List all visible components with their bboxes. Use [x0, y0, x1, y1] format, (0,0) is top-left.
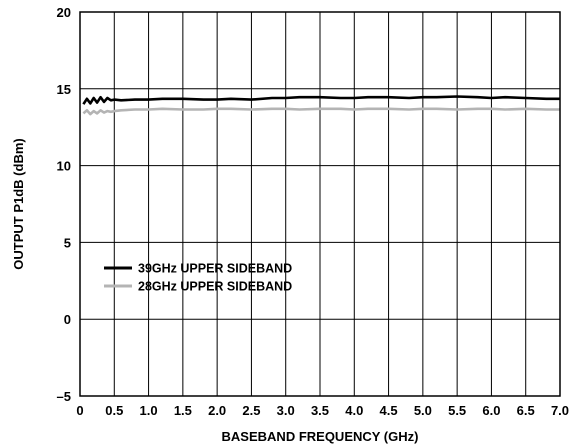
y-tick-label: –5 — [57, 389, 71, 404]
y-tick-label: 20 — [57, 5, 71, 20]
x-tick-label: 7.0 — [551, 403, 569, 418]
x-tick-label: 2.5 — [242, 403, 260, 418]
x-tick-label: 5.5 — [448, 403, 466, 418]
x-tick-labels: 0 0.5 1.0 1.5 2.0 2.5 3.0 3.5 4.0 4.5 5.0 5.5 6.0 6.5… — [76, 403, 569, 418]
x-tick-label: 3.5 — [311, 403, 329, 418]
plot-frame — [79, 11, 561, 397]
series-line — [82, 107, 560, 116]
y-tick-label: 10 — [57, 159, 71, 174]
grid — [79, 11, 561, 397]
series-lines — [82, 95, 560, 116]
x-tick-label: 1.0 — [140, 403, 158, 418]
x-tick-label: 5.0 — [414, 403, 432, 418]
y-tick-label: 15 — [57, 82, 71, 97]
y-tick-label: 5 — [64, 235, 71, 250]
x-tick-label: 4.5 — [380, 403, 398, 418]
legend: 39GHz UPPER SIDEBAND 28GHz UPPER SIDEBAND — [104, 262, 292, 294]
legend-label: 39GHz UPPER SIDEBAND — [138, 262, 292, 276]
x-tick-label: 3.0 — [277, 403, 295, 418]
x-tick-label: 4.0 — [345, 403, 363, 418]
y-axis-title: OUTPUT P1dB (dBm) — [11, 138, 26, 269]
x-tick-label: 2.0 — [208, 403, 226, 418]
y-tick-label: 0 — [64, 312, 71, 327]
x-tick-label: 0.5 — [105, 403, 123, 418]
x-tick-label: 6.5 — [517, 403, 535, 418]
legend-label: 28GHz UPPER SIDEBAND — [138, 280, 292, 294]
x-tick-label: 6.0 — [482, 403, 500, 418]
x-tick-label: 0 — [76, 403, 83, 418]
x-tick-label: 1.5 — [174, 403, 192, 418]
y-tick-labels: 20 15 10 5 0 –5 — [57, 5, 71, 404]
x-axis-title: BASEBAND FREQUENCY (GHz) — [222, 429, 419, 444]
series-line — [82, 95, 560, 105]
